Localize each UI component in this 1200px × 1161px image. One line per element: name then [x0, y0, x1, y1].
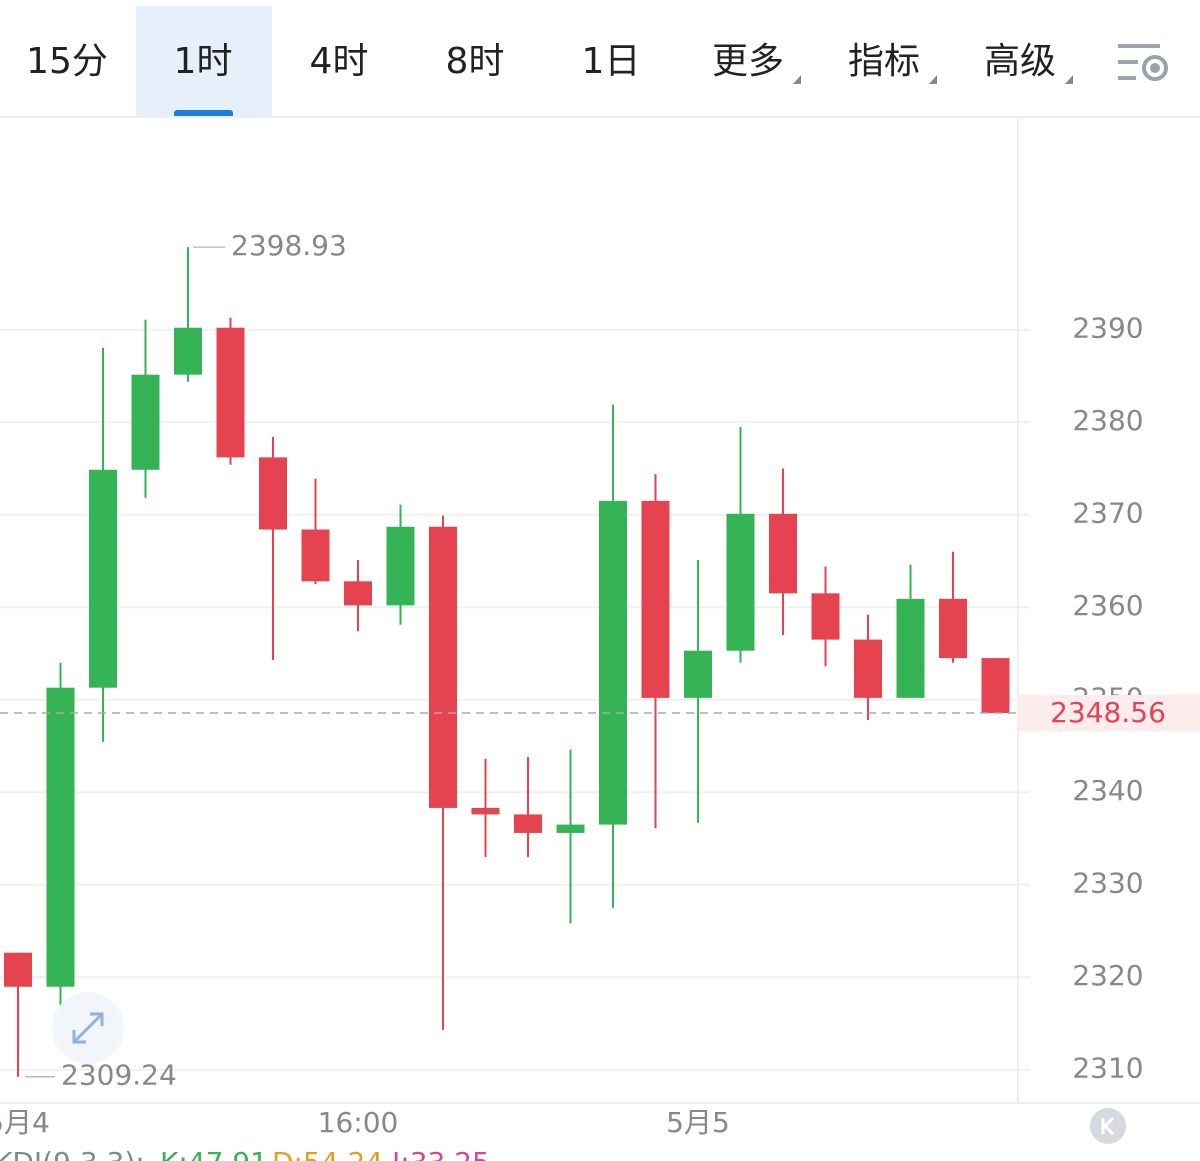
dropdown-caret — [793, 75, 801, 84]
last-price-box — [1018, 695, 1200, 732]
candle-body — [89, 469, 117, 688]
candle-body — [896, 598, 925, 698]
x-tick-label: 5月4 — [0, 1106, 50, 1139]
indicator-k: K:47.91 — [160, 1146, 268, 1161]
candle-body — [344, 581, 372, 606]
tab[interactable]: 更多 — [712, 41, 784, 82]
tab[interactable]: 1日 — [582, 41, 641, 82]
expand-icon — [72, 1012, 104, 1044]
candle-body — [46, 687, 75, 987]
y-tick-label: 2320 — [1072, 959, 1143, 992]
candle-body — [981, 658, 1010, 714]
candle-body — [599, 500, 627, 825]
candle-body — [514, 814, 542, 833]
candle-body — [259, 457, 287, 530]
candle-body — [429, 526, 457, 808]
candle-body — [174, 327, 202, 375]
dropdown-caret — [1065, 75, 1073, 84]
tab[interactable]: 高级 — [984, 41, 1056, 82]
x-tick-label: 16:00 — [318, 1106, 399, 1139]
tab[interactable]: 4时 — [310, 41, 369, 82]
candle-body — [769, 513, 797, 594]
candle-body — [386, 526, 415, 606]
candle-body — [939, 598, 967, 659]
candle-body — [301, 529, 330, 582]
y-tick-label: 2360 — [1072, 589, 1143, 622]
settings-icon[interactable] — [1118, 44, 1168, 81]
indicator-d: D:54.24 — [272, 1146, 383, 1161]
y-tick-label: 2330 — [1072, 867, 1143, 900]
indicator-j: J:33.25 — [390, 1146, 490, 1161]
tab-bar: 15分 1时 4时 8时 1日 更多 指标 高级 — [26, 41, 1073, 84]
chart: 2310232023302340235023602370238023905月41… — [0, 229, 1200, 1139]
candle-body — [216, 327, 245, 458]
scroll-start-button[interactable] — [1090, 1108, 1126, 1144]
y-tick-label: 2380 — [1072, 404, 1143, 437]
candle-body — [131, 374, 160, 470]
low-label: 2309.24 — [61, 1059, 177, 1092]
tab[interactable]: 1时 — [174, 41, 233, 82]
tab[interactable]: 8时 — [446, 41, 505, 82]
dropdown-caret — [929, 75, 937, 84]
y-tick-label: 2310 — [1072, 1052, 1143, 1085]
candle-body — [684, 650, 712, 698]
y-tick-label: 2340 — [1072, 774, 1143, 807]
scroll-start-icon — [1101, 1116, 1115, 1136]
high-label: 2398.93 — [231, 229, 347, 262]
tab[interactable]: 指标 — [848, 41, 920, 82]
indicator-name: KDJ(9,3,3): — [0, 1146, 145, 1161]
tab[interactable]: 15分 — [26, 41, 108, 82]
candle-body — [471, 807, 500, 815]
y-tick-label: 2390 — [1072, 312, 1143, 345]
last-price-label: 2348.56 — [1050, 696, 1166, 729]
candle-body — [556, 824, 585, 833]
candle-body — [854, 639, 882, 698]
x-tick-label: 5月5 — [666, 1106, 730, 1139]
candle-body — [4, 952, 32, 987]
candle-body — [641, 500, 670, 698]
y-tick-label: 2370 — [1072, 497, 1143, 530]
candle-body — [726, 513, 755, 651]
candle-body — [811, 593, 840, 640]
active-tab-bg — [136, 6, 272, 117]
